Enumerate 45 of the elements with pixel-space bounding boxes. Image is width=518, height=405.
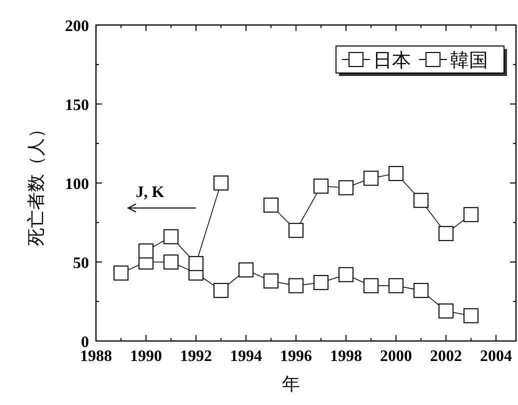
point [138,243,154,258]
point [414,192,428,208]
point [214,176,228,190]
y-tick-label: 150 [65,97,89,114]
point [314,178,328,194]
point [238,262,254,278]
x-tick-label: 1998 [330,348,362,365]
legend-label: 韓国 [450,50,488,72]
y-tick-label: 100 [65,176,89,193]
point [288,222,304,238]
point [188,256,204,272]
point [388,166,404,182]
point [388,278,404,294]
x-axis-title: 年 [282,374,300,394]
y-axis-title: 死亡者数（人） [26,120,46,246]
point [164,229,178,244]
point [464,308,478,324]
point [314,275,328,290]
point [438,303,454,318]
point [338,180,354,196]
point [364,170,378,186]
point [364,278,378,294]
point [164,254,178,270]
point [288,278,304,294]
point [264,273,278,288]
y-tick-label: 50 [73,255,89,272]
x-tick-label: 1988 [80,348,112,365]
point [414,282,428,298]
annotation: J, K [136,184,165,201]
x-tick-label: 1990 [130,348,162,365]
legend-label: 日本 [373,50,411,72]
x-tick-label: 1994 [230,348,262,365]
point [264,198,278,213]
point [114,266,128,281]
point [464,207,478,222]
point [214,282,228,298]
y-tick-label: 200 [65,18,89,35]
y-tick-label: 0 [81,334,89,351]
x-tick-label: 1996 [280,348,312,365]
x-tick-label: 1992 [180,348,212,365]
point [438,226,454,242]
point [338,267,354,282]
x-tick-label: 2004 [480,348,512,365]
x-tick-label: 2002 [430,348,462,365]
x-tick-label: 2000 [380,348,412,365]
